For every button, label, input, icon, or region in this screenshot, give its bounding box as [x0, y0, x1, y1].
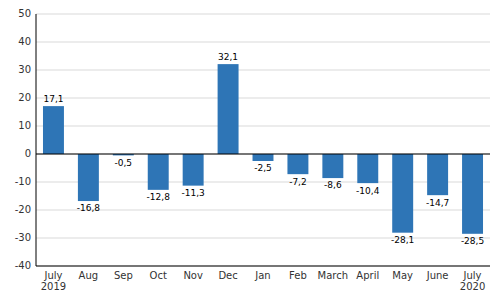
y-tick-label: 20 [18, 92, 31, 103]
bar [322, 154, 343, 178]
y-tick-label: -40 [15, 260, 31, 271]
x-tick-label: Aug [79, 270, 99, 281]
y-tick-label: 50 [18, 8, 31, 19]
y-axis-line [36, 14, 37, 266]
y-tick-label: 40 [18, 36, 31, 47]
grid-line [36, 14, 490, 15]
bar [287, 154, 308, 174]
x-tick-label: Feb [289, 270, 307, 281]
x-tick-label: July2020 [460, 270, 485, 292]
y-tick-label: -10 [15, 176, 31, 187]
grid-line [36, 266, 490, 267]
chart: -40 -30 -20 -10 0 10 20 30 40 50 17,1 -16,8 -0,5 -12,… [0, 0, 500, 300]
y-tick-label: 30 [18, 64, 31, 75]
bar [427, 154, 448, 195]
grid-line [36, 182, 490, 183]
x-tick-label: July2019 [41, 270, 66, 292]
data-label: -2,5 [254, 163, 272, 173]
x-tick-label: Sep [114, 270, 133, 281]
bar [148, 154, 169, 190]
zero-line [36, 154, 490, 155]
x-tick-label: June [426, 270, 449, 281]
x-tick-label: April [356, 270, 379, 281]
data-label: -16,8 [77, 203, 101, 213]
grid [36, 14, 490, 266]
y-tick-label: 10 [18, 120, 31, 131]
x-axis-line [36, 266, 490, 267]
bar [218, 64, 239, 154]
bar [462, 154, 483, 234]
bar [78, 154, 99, 201]
bars [43, 64, 483, 234]
bar [183, 154, 204, 186]
data-label: -12,8 [147, 192, 171, 202]
data-label: -7,2 [289, 177, 307, 187]
data-label: -8,6 [324, 180, 342, 190]
data-label: -28,1 [391, 235, 414, 245]
x-tick-label: Nov [183, 270, 203, 281]
grid-line [36, 98, 490, 99]
grid-line [36, 70, 490, 71]
x-tick-label: May [392, 270, 413, 281]
bar [253, 154, 274, 161]
x-tick-label: Oct [150, 270, 167, 281]
y-tick-label: -30 [15, 232, 31, 243]
data-label: 32,1 [218, 52, 238, 62]
y-tick-label: -20 [15, 204, 31, 215]
data-label: -11,3 [182, 188, 205, 198]
bar [357, 154, 378, 183]
data-label: -28,5 [461, 236, 484, 246]
grid-line [36, 126, 490, 127]
y-tick-label: 0 [25, 148, 31, 159]
data-label: -14,7 [426, 198, 449, 208]
grid-line [36, 210, 490, 211]
grid-line [36, 42, 490, 43]
x-tick-label: March [318, 270, 348, 281]
x-tick-label: Jan [254, 270, 270, 281]
data-label: 17,1 [43, 94, 63, 104]
bar [43, 106, 64, 154]
bar [392, 154, 413, 233]
data-label: -10,4 [356, 186, 380, 196]
grid-line [36, 154, 490, 155]
x-tick-label: Dec [218, 270, 237, 281]
grid-line [36, 238, 490, 239]
data-label: -0,5 [115, 158, 133, 168]
chart-container: -40 -30 -20 -10 0 10 20 30 40 50 17,1 -16,8 -0,5 -12,… [0, 0, 500, 300]
